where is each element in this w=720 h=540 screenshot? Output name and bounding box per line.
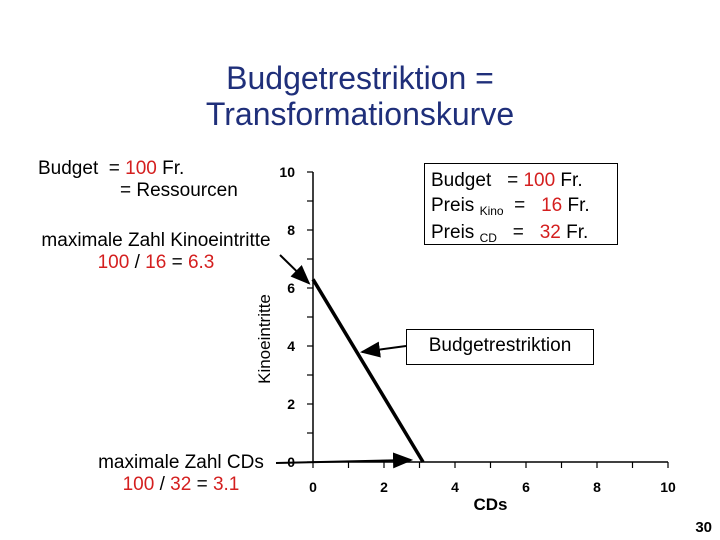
- kino-note: maximale Zahl Kinoeintritte 100 / 16 = 6…: [34, 230, 278, 274]
- cd-note: maximale Zahl CDs 100 / 32 = 3.1: [88, 452, 274, 496]
- kino-note-calc: 100 / 16 = 6.3: [97, 252, 215, 273]
- x-tick-label: 10: [660, 479, 676, 495]
- budget-value: 100: [125, 158, 157, 179]
- price-box-kino-value: 16: [541, 195, 563, 216]
- kino-note-label: maximale Zahl Kinoeintritte: [41, 230, 271, 251]
- y-tick-label: 2: [287, 396, 295, 412]
- y-axis-label: Kinoeintritte: [255, 294, 274, 384]
- x-tick-label: 4: [451, 479, 459, 495]
- y-tick-label: 8: [287, 222, 295, 238]
- budget-eq: =: [108, 158, 126, 179]
- price-box-cd-label: Preis: [431, 222, 475, 243]
- price-box-cd-value: 32: [539, 222, 561, 243]
- price-box-kino-label: Preis: [431, 195, 475, 216]
- cd-arrow: [275, 452, 414, 469]
- kino-arrow: [279, 254, 311, 285]
- x-tick-label: 2: [380, 479, 388, 495]
- y-tick-label: 10: [279, 164, 295, 180]
- x-tick-label: 6: [522, 479, 530, 495]
- cd-note-calc: 100 / 32 = 3.1: [122, 474, 240, 495]
- budget-resources: = Ressourcen: [120, 180, 238, 201]
- y-tick-label: 4: [287, 338, 295, 354]
- title-line-1: Budgetrestriktion =: [226, 60, 494, 96]
- slide-title: Budgetrestriktion = Transformationskurve: [0, 60, 720, 132]
- budget-note: = Budget = 100 Fr. = Ressourcen: [38, 158, 238, 201]
- callout-arrow: [360, 341, 407, 358]
- price-box: Budget = 100 Fr. Preis Kino = 16 Fr. Pre…: [424, 163, 618, 245]
- price-box-budget-value: 100: [523, 170, 556, 191]
- y-tick-label: 6: [287, 280, 295, 296]
- x-tick-label: 0: [309, 479, 317, 495]
- budget-callout: Budgetrestriktion: [406, 329, 594, 365]
- budget-line: [311, 278, 425, 463]
- x-tick-label: 8: [593, 479, 601, 495]
- cd-note-label: maximale Zahl CDs: [98, 452, 264, 473]
- page-number: 30: [695, 519, 712, 536]
- price-box-budget-label: Budget: [431, 170, 492, 191]
- budget-unit: Fr.: [156, 158, 185, 179]
- x-axis-label: CDs: [473, 495, 507, 514]
- title-line-2: Transformationskurve: [205, 96, 515, 132]
